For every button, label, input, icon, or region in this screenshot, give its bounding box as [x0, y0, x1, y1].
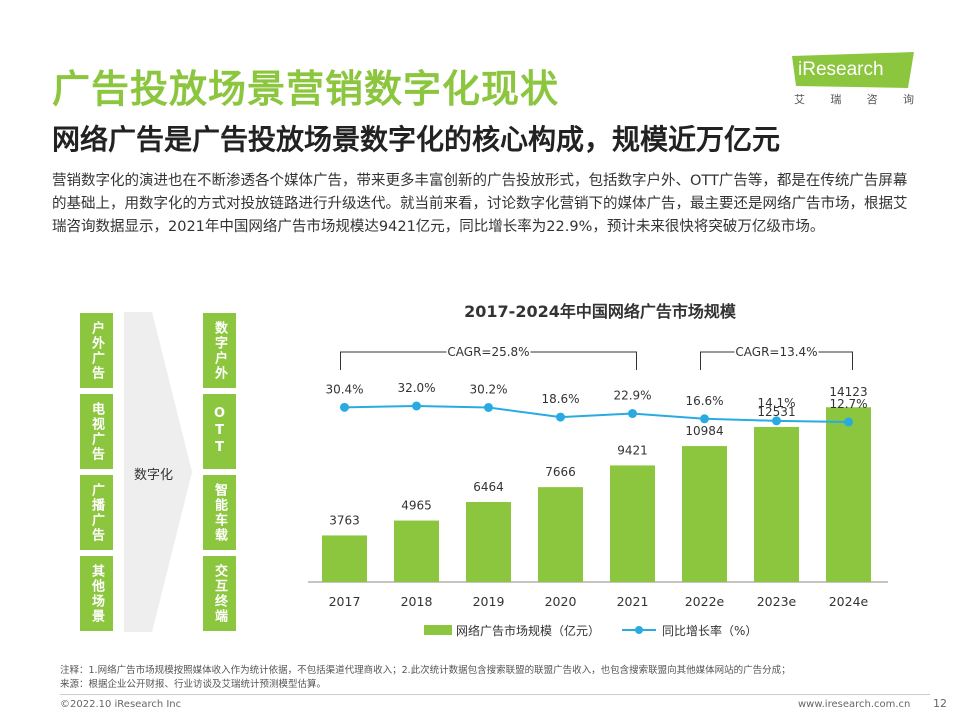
growth-point-2022e [700, 414, 709, 424]
flow-left-box-tv: 电视广告 [80, 394, 113, 469]
legend-line-marker [635, 626, 643, 634]
cagr-bracket-right-1 [818, 351, 853, 370]
cagr-label-1: CAGR=13.4% [735, 345, 817, 359]
legend-bar-swatch [424, 625, 452, 635]
growth-point-2021 [628, 409, 637, 419]
growth-point-2024e [844, 417, 853, 427]
bar-label-2021: 9421 [617, 443, 648, 457]
flow-left-box-outdoor: 户外广告 [80, 313, 113, 388]
flow-left-box-radio: 广播广告 [80, 475, 113, 550]
flow-left-box-other: 其他场景 [80, 556, 113, 631]
market-size-chart: 3763 2017 4965 2018 6464 2019 7666 2020 9421 2021… [308, 345, 888, 638]
logo-badge-icon [792, 52, 914, 88]
footnote-source: 来源：根据企业公开财报、行业访谈及艾瑞统计预测模型估算。 [60, 679, 327, 690]
footer-divider [60, 694, 930, 695]
growth-label-2019: 30.2% [469, 382, 507, 396]
growth-label-2021: 22.9% [613, 389, 651, 403]
legend-bar-label: 网络广告市场规模（亿元） [456, 623, 600, 638]
page-number: 12 [933, 697, 947, 710]
logo-wordmark: iResearch [798, 59, 884, 80]
flow-right-box-interactive-terminal: 交互终端 [203, 556, 236, 631]
bar-2017 [322, 535, 367, 582]
logo-cn-char: 瑞 [830, 93, 842, 106]
bar-label-2023e: 12531 [757, 405, 795, 419]
bar-2023e [754, 426, 799, 582]
bar-label-2020: 7666 [545, 465, 576, 479]
growth-label-2020: 18.6% [541, 392, 579, 406]
bar-2022e [682, 446, 727, 582]
growth-label-2018: 32.0% [397, 381, 435, 395]
logo-cn-char: 询 [902, 93, 914, 106]
flow-right-box-ott: OTT [203, 394, 236, 469]
bar-2019 [466, 502, 511, 582]
cagr-bracket-right-0 [530, 351, 637, 370]
growth-point-2017 [340, 402, 349, 412]
x-tick-label-2023e: 2023e [757, 594, 797, 609]
growth-label-2022e: 16.6% [685, 394, 723, 408]
x-tick-label-2024e: 2024e [829, 594, 869, 609]
bar-label-2019: 6464 [473, 480, 504, 494]
flow-right-box-smart-vehicle: 智能车载 [203, 475, 236, 550]
x-tick-label-2020: 2020 [545, 594, 577, 609]
logo-cn-char: 艾 [794, 93, 805, 106]
x-tick-label-2018: 2018 [401, 594, 433, 609]
bar-label-2018: 4965 [401, 499, 432, 513]
legend-line-label: 同比增长率（%） [662, 623, 757, 638]
cagr-label-0: CAGR=25.8% [447, 345, 529, 359]
growth-point-2020 [556, 412, 565, 422]
footer-url[interactable]: www.iresearch.com.cn [798, 699, 911, 710]
bar-2020 [538, 487, 583, 582]
bar-2021 [610, 465, 655, 582]
growth-label-2017: 30.4% [325, 382, 363, 396]
page-subtitle: 网络广告是广告投放场景数字化的核心构成，规模近万亿元 [52, 123, 781, 156]
growth-rate-line [344, 404, 849, 423]
x-tick-label-2019: 2019 [473, 594, 505, 609]
growth-point-2018 [412, 401, 421, 411]
x-tick-label-2017: 2017 [329, 594, 361, 609]
bar-label-2022e: 10984 [685, 424, 723, 438]
page-title: 广告投放场景营销数字化现状 [52, 67, 560, 111]
cagr-bracket-left-0 [340, 351, 447, 370]
logo-cn-name: 艾 瑞 咨 询 [794, 91, 914, 107]
logo-cn-char: 咨 [866, 93, 878, 106]
footnote-note: 注释：1.网络广告市场规模按照媒体收入作为统计依据，不包括渠道代理商收入；2.此… [60, 665, 791, 676]
bar-label-2017: 3763 [329, 513, 360, 527]
growth-point-2023e [772, 416, 781, 426]
body-paragraph: 营销数字化的演进也在不断渗透各个媒体广告，带来更多丰富创新的广告投放形式，包括数… [52, 173, 908, 235]
bar-2018 [394, 520, 439, 582]
growth-label-2023e: 14.1% [757, 396, 795, 410]
chart-title: 2017-2024年中国网络广告市场规模 [464, 302, 736, 321]
bar-label-2024e: 14123 [829, 385, 867, 399]
flow-arrow-label: 数字化 [134, 468, 174, 483]
footnote: 注释：1.网络广告市场规模按照媒体收入作为统计依据，不包括渠道代理商收入；2.此… [60, 664, 920, 692]
iresearch-logo: iResearch 艾 瑞 咨 询 [790, 50, 920, 110]
bar-2024e [826, 407, 871, 582]
growth-point-2019 [484, 402, 493, 412]
footer-copyright: ©2022.10 iResearch Inc [60, 699, 182, 710]
x-tick-label-2021: 2021 [617, 594, 649, 609]
x-tick-label-2022e: 2022e [685, 594, 725, 609]
flow-right-box-digital-outdoor: 数字户外 [203, 313, 236, 388]
growth-label-2024e: 12.7% [829, 397, 867, 411]
digitalization-arrow-icon [124, 312, 192, 632]
cagr-bracket-left-1 [700, 351, 735, 370]
